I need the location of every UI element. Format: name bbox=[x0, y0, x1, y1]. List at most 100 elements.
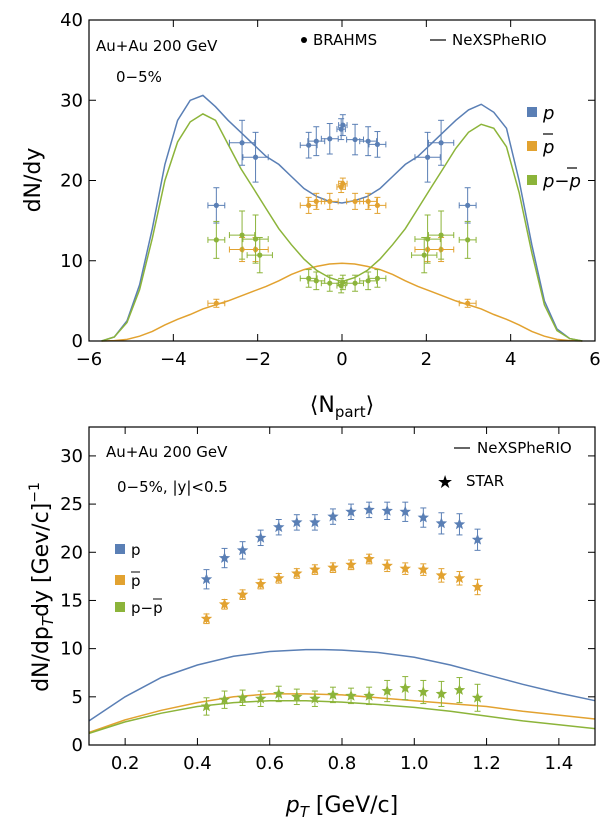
t-point-pbar bbox=[340, 181, 346, 187]
t-x-tick-label: 4 bbox=[505, 349, 516, 370]
bottom-y-label-main: dN/dp bbox=[29, 626, 54, 692]
b-x-tick-label: 0.6 bbox=[255, 753, 284, 774]
b-point-net bbox=[417, 686, 429, 697]
b-point-pbar bbox=[236, 588, 249, 600]
t-point-p bbox=[365, 138, 371, 144]
bottom-legend-swatch-p bbox=[115, 544, 125, 554]
t-y-tick-label: 30 bbox=[60, 90, 83, 111]
b-point-pbar bbox=[200, 612, 213, 624]
top-legend-markers-label: BRAHMS bbox=[313, 31, 377, 49]
top-series-layer bbox=[101, 94, 583, 342]
t-point-p bbox=[239, 140, 245, 146]
b-point-p bbox=[255, 531, 267, 543]
b-y-tick-label: 0 bbox=[72, 735, 83, 756]
b-point-pbar bbox=[471, 581, 484, 592]
b-point-net bbox=[435, 687, 448, 699]
b-y-tick-label: 25 bbox=[60, 494, 83, 515]
t-point-p bbox=[465, 202, 471, 208]
t-x-tick-label: 6 bbox=[589, 349, 600, 370]
t-x-tick-label: 2 bbox=[421, 349, 432, 370]
b-point-p bbox=[200, 573, 213, 585]
t-x-tick-label: −6 bbox=[76, 349, 103, 370]
top-legend-swatch-net bbox=[527, 175, 537, 185]
bottom-ticks-layer: 0.2 0.4 0.6 0.8 1.0 1.2 1.4 0 5 10 15 20 25 30 bbox=[60, 427, 595, 774]
b-point-pbar bbox=[309, 563, 321, 575]
bottom-y-axis-label: dN/dpTdy [Gev/c]−1 bbox=[27, 482, 57, 692]
bottom-legend-label-net: p−p bbox=[131, 599, 163, 617]
bottom-legend-star-symbol: ★ bbox=[437, 472, 453, 493]
b-point-net bbox=[363, 689, 375, 701]
b-y-tick-label: 30 bbox=[60, 446, 83, 467]
bottom-y-label-rest: dy [Gev/c] bbox=[29, 503, 54, 617]
top-annotation-system: Au+Au 200 GeV bbox=[96, 37, 218, 55]
t-y-tick-label: 40 bbox=[60, 10, 83, 31]
t-point-p bbox=[213, 202, 219, 208]
t-x-tick-label: −2 bbox=[244, 349, 271, 370]
top-legend-label-p: p bbox=[542, 103, 554, 124]
bottom-annotation-system: Au+Au 200 GeV bbox=[106, 443, 228, 461]
t-point-pbar bbox=[313, 198, 319, 204]
bottom-plot-frame bbox=[88, 426, 596, 746]
b-curve-pbar bbox=[88, 693, 596, 734]
t-point-net bbox=[327, 280, 333, 286]
t-point-p bbox=[306, 142, 312, 148]
t-x-tick-label: −4 bbox=[160, 349, 187, 370]
top-x-label-sub: part bbox=[335, 403, 366, 421]
bottom-x-axis-label: pT [GeV/c] bbox=[285, 793, 398, 821]
bottom-x-label-sub: T bbox=[300, 803, 311, 821]
t-point-pbar bbox=[213, 300, 219, 306]
b-curve-p bbox=[88, 648, 596, 722]
b-y-tick-label: 5 bbox=[72, 687, 83, 708]
top-legend-lines-label: NeXSPheRIO bbox=[452, 31, 547, 49]
b-y-tick-label: 15 bbox=[60, 590, 83, 611]
b-point-pbar bbox=[363, 553, 375, 564]
t-point-pbar bbox=[352, 198, 358, 204]
bottom-annotation-centrality: 0−5%, |y|<0.5 bbox=[117, 478, 228, 496]
b-point-pbar bbox=[399, 562, 411, 574]
b-point-pbar bbox=[255, 578, 267, 589]
bottom-chart: 0.2 0.4 0.6 0.8 1.0 1.2 1.4 0 5 10 15 20 25 30 Au+Au … bbox=[27, 426, 596, 821]
b-point-net bbox=[291, 690, 303, 702]
t-curve-p bbox=[101, 94, 583, 342]
bottom-legend-label-p: p bbox=[131, 541, 141, 559]
t-point-p bbox=[313, 138, 319, 144]
t-point-net bbox=[352, 280, 358, 286]
b-point-pbar bbox=[453, 572, 466, 584]
t-point-p bbox=[374, 141, 381, 147]
b-x-tick-label: 1.0 bbox=[400, 753, 429, 774]
t-y-tick-label: 10 bbox=[60, 251, 83, 272]
t-point-net bbox=[313, 278, 319, 284]
bottom-legend-label-pbar: p bbox=[131, 572, 141, 590]
t-point-net bbox=[424, 236, 431, 242]
bottom-legend-swatch-net bbox=[115, 602, 125, 612]
b-point-p bbox=[471, 533, 484, 545]
b-point-pbar bbox=[273, 572, 285, 584]
t-y-tick-label: 20 bbox=[60, 171, 83, 192]
bottom-x-label-main: p bbox=[285, 793, 300, 818]
top-x-label-close: ⟩ bbox=[366, 393, 375, 418]
t-point-net bbox=[465, 237, 471, 243]
b-point-net bbox=[236, 691, 249, 703]
t-point-pbar bbox=[327, 198, 333, 204]
b-point-p bbox=[453, 518, 466, 530]
b-x-tick-label: 1.2 bbox=[472, 753, 501, 774]
b-point-net bbox=[381, 685, 393, 696]
b-point-p bbox=[399, 505, 411, 517]
b-point-net bbox=[255, 692, 267, 704]
b-point-net bbox=[399, 682, 411, 693]
bottom-legend-swatch-pbar bbox=[115, 575, 125, 585]
b-point-pbar bbox=[435, 569, 448, 581]
t-x-tick-label: 0 bbox=[336, 349, 347, 370]
b-curve-net bbox=[88, 699, 596, 735]
top-ticks-layer: −6 −4 −2 0 2 4 6 0 10 20 30 40 bbox=[60, 10, 600, 370]
b-point-pbar bbox=[417, 563, 429, 575]
b-x-tick-label: 0.4 bbox=[183, 753, 212, 774]
t-point-net bbox=[306, 275, 312, 282]
b-point-net bbox=[218, 693, 231, 705]
b-x-tick-label: 1.4 bbox=[545, 753, 574, 774]
t-point-net bbox=[421, 252, 427, 258]
t-point-pbar bbox=[465, 300, 471, 306]
b-point-p bbox=[309, 516, 321, 528]
b-point-pbar bbox=[218, 598, 231, 610]
